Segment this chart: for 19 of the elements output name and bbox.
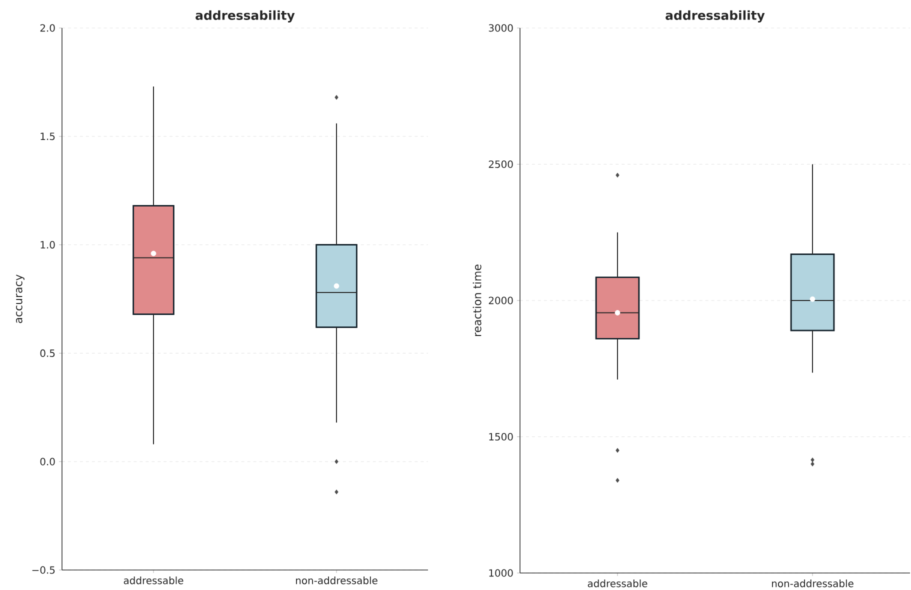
y-tick-label: 0.5: [40, 349, 55, 357]
y-axis-title: reaction time: [472, 264, 482, 336]
y-axis-title: accuracy: [16, 274, 24, 324]
y-tick-label: 2000: [488, 296, 513, 304]
x-tick-label: non-addressable: [296, 576, 378, 584]
y-tick-label: 3000: [488, 24, 513, 32]
y-tick-label: 1000: [489, 569, 513, 577]
y-tick-label: 1.5: [40, 132, 55, 140]
y-tick-label: −0.5: [32, 566, 55, 574]
chart-title: addressability: [666, 10, 765, 22]
y-tick-label: 2500: [488, 160, 513, 168]
y-tick-label: 1.0: [40, 241, 55, 249]
x-tick-label: addressable: [588, 580, 648, 588]
y-tick-label: 1500: [489, 432, 513, 441]
x-tick-label: addressable: [124, 576, 184, 584]
x-tick-label: non-addressable: [772, 580, 854, 588]
y-tick-label: 0.0: [40, 458, 55, 466]
y-tick-label: 2.0: [40, 24, 55, 32]
chart-title: addressability: [196, 10, 295, 22]
